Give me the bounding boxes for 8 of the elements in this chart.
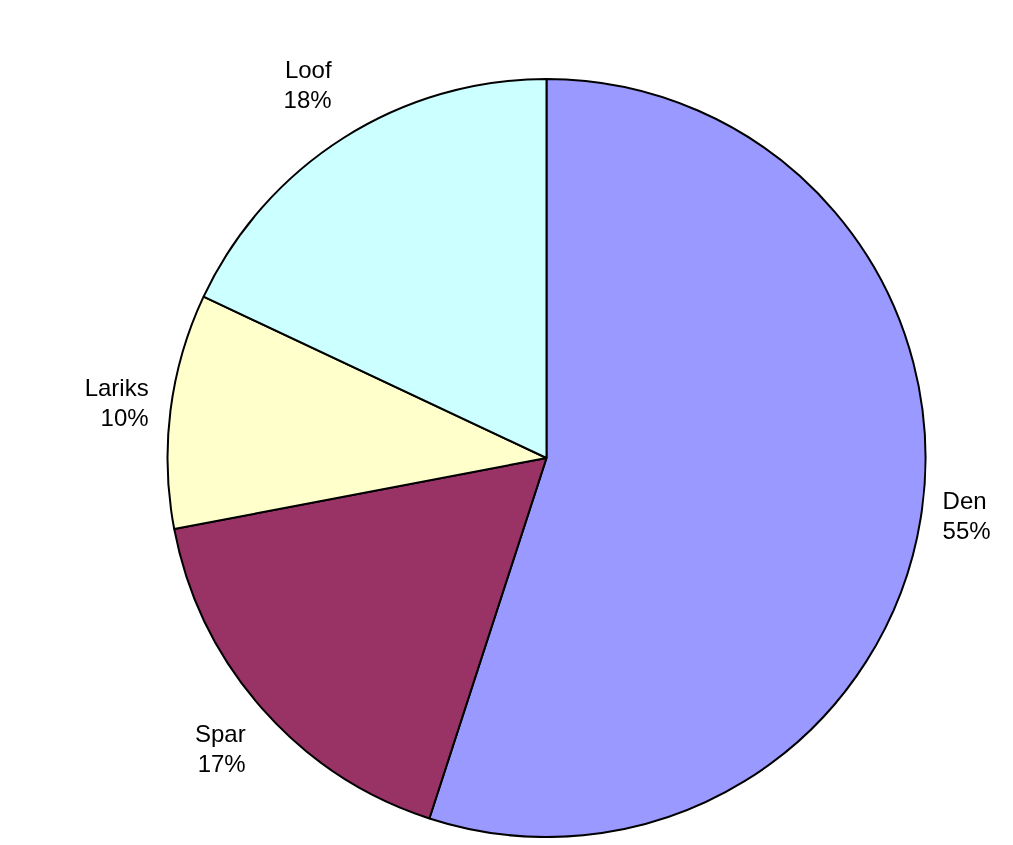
data-label: 17% bbox=[197, 749, 246, 777]
slice-label: Den bbox=[942, 487, 987, 515]
data-label: 18% bbox=[283, 86, 332, 114]
data-label: 55% bbox=[942, 517, 991, 545]
slice-label: Loof bbox=[284, 56, 332, 84]
slice-label: Lariks bbox=[84, 374, 149, 402]
data-label: 10% bbox=[100, 404, 149, 432]
slice-label: Spar bbox=[195, 719, 246, 747]
